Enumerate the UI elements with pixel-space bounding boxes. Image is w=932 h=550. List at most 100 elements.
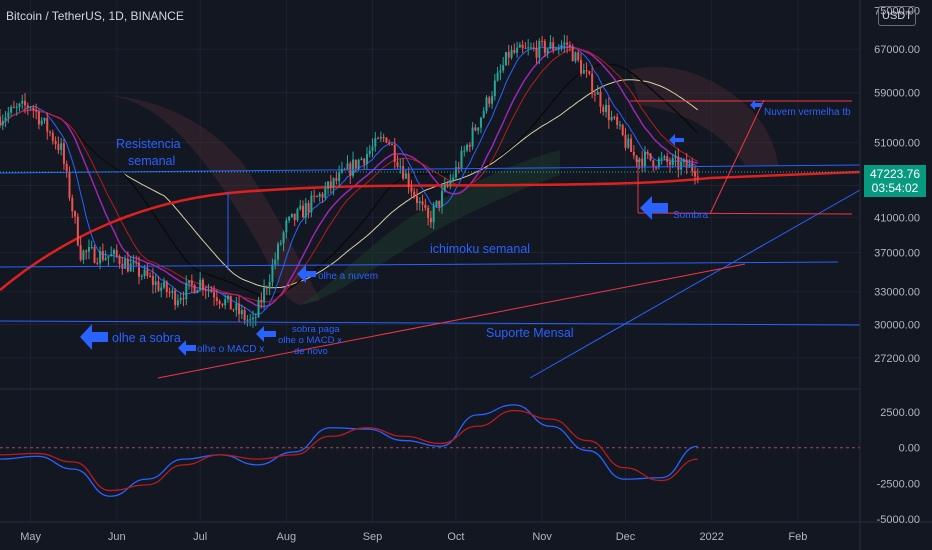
candle-body [293,213,296,221]
y-tick-label: 59000.00 [874,88,920,100]
candle-body [657,158,660,168]
candle-body [254,317,257,319]
candle-body [541,40,544,42]
candle-body [557,47,560,50]
candle-body [482,111,485,118]
candle-body [441,190,444,207]
candle-body [382,137,385,139]
candle-body [605,104,608,113]
candle-body [466,144,469,151]
candle-body [338,172,341,181]
candle-body [51,132,54,141]
cloud-green [300,150,560,305]
candle-body [288,216,291,221]
candle-body [112,250,115,255]
candle-body [65,163,68,172]
candle-body [235,303,238,311]
candle-body [374,138,377,147]
candle-body [546,48,549,54]
candle-body [304,203,307,218]
candle-body [591,73,594,95]
trend-lines [0,99,861,379]
candle-body [504,52,507,66]
candle-body [468,144,471,147]
candle-body [213,292,216,298]
candle-body [499,70,502,73]
candle-body [110,254,113,257]
candle-body [688,164,691,168]
candle-body [643,151,646,167]
olhe-macd-label: olhe o MACD x [197,344,264,355]
candle-body [57,144,60,150]
candle-body [691,164,694,172]
candle-body [138,262,140,277]
candle-body [599,91,602,107]
candle-body [363,158,366,164]
candle-body [607,104,610,121]
arrow-left-icon [297,265,316,283]
candle-body [630,138,633,153]
candle-body [268,281,271,289]
candle-body [538,40,541,58]
candle-body [118,256,121,264]
red-trend-line [157,263,746,379]
currency-button[interactable]: USDT [878,6,916,26]
candle-body [680,162,683,170]
candle-body [677,156,680,170]
candle-body [485,97,488,112]
nuvem-vermelha-label: Nuvem vermelha tb [764,107,851,118]
candle-body [446,184,449,186]
candle-body [290,213,293,217]
candle-body [7,112,10,118]
candle-body [40,120,43,125]
macd-pane [0,404,860,497]
candle-body [115,250,118,257]
candle-body [85,250,88,252]
candle-body [613,116,616,118]
candle-body [218,301,221,304]
candle-body [204,290,207,292]
candle-body [68,171,71,198]
candle-body [243,310,246,321]
candle-body [510,50,513,58]
candle-body [357,159,360,169]
candle-body [32,107,35,110]
candle-body [621,124,624,135]
signal-line [0,409,698,492]
candle-body [488,97,491,104]
candle-body [274,259,277,265]
x-tick-label: 2022 [699,531,723,543]
candle-body [549,42,552,49]
x-tick-label: Feb [788,531,807,543]
candle-body [627,138,630,148]
candle-body [682,159,685,163]
candle-body [1,120,4,126]
candle-body [588,71,591,74]
y-tick-label: 67000.00 [874,44,920,56]
candle-body [168,292,171,294]
candle-body [279,243,282,245]
candle-body [302,205,305,218]
candle-body [210,289,213,293]
symbol-title: Bitcoin / TetherUS, 1D, BINANCE [6,9,184,23]
candle-body [396,161,399,167]
candle-body [146,269,149,276]
candle-body [563,42,566,45]
candle-body [368,150,371,154]
candle-body [251,317,254,320]
candle-body [666,156,669,163]
candle-body [257,299,260,318]
candle-body [418,201,421,203]
candle-body [371,146,374,151]
candle-body [188,280,191,284]
candle-body [15,106,18,108]
candle-body [560,44,563,48]
sobra-paga-label: sobra paga [292,324,340,335]
candle-body [26,105,29,108]
candle-body [413,191,416,197]
x-tick-label: Oct [447,531,464,543]
candle-body [671,158,674,166]
candle-body [460,150,463,169]
candle-body [660,158,663,160]
